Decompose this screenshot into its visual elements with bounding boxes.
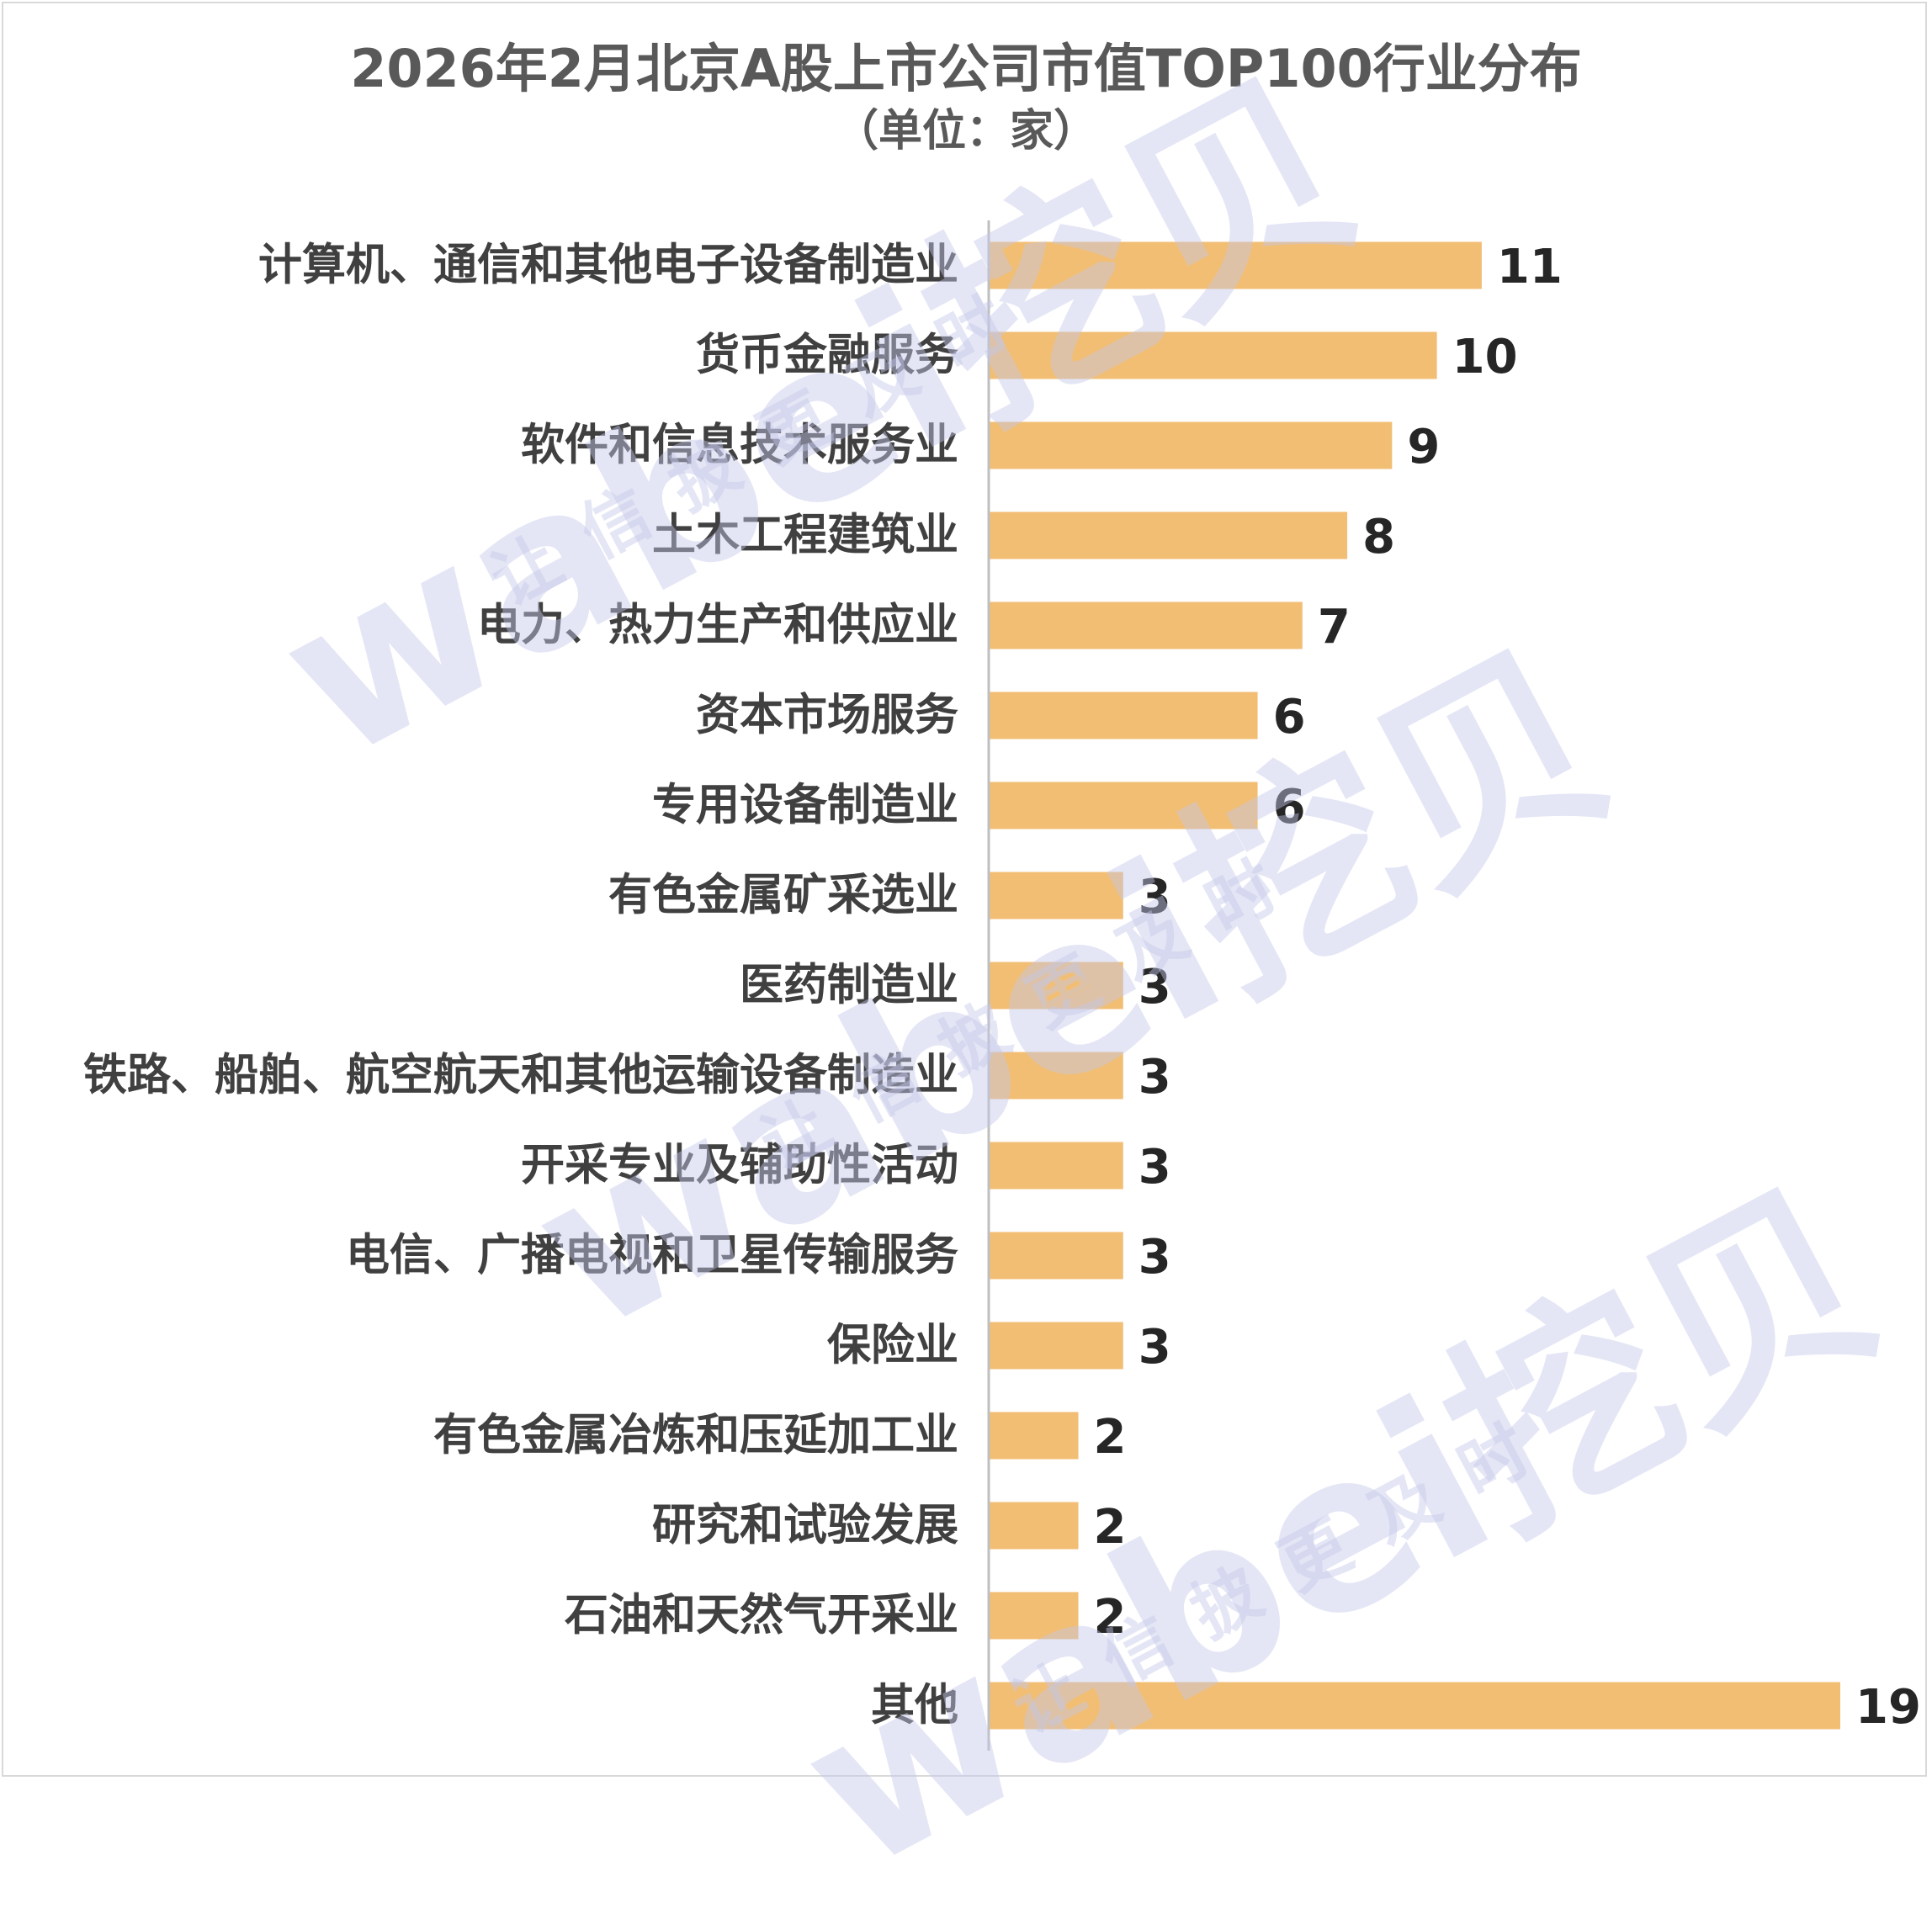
data-label: 3	[1138, 960, 1171, 1015]
bar	[989, 1142, 1123, 1190]
bar	[989, 782, 1258, 829]
category-label: 其他	[871, 1681, 958, 1731]
category-label: 计算机、通信和其他电子设备制造业	[258, 241, 958, 291]
bar	[989, 1412, 1079, 1460]
data-label: 3	[1138, 870, 1171, 925]
category-label: 有色金属矿采选业	[608, 871, 958, 921]
bars-group: 计算机、通信和其他电子设备制造业 11 货币金融服务 10 软件和信息技术服务业 9 土木工…	[83, 240, 1921, 1735]
data-label: 3	[1138, 1230, 1171, 1285]
data-label: 11	[1497, 240, 1563, 294]
category-label: 保险业	[827, 1321, 958, 1371]
data-label: 10	[1452, 330, 1518, 384]
category-label: 医药制造业	[740, 961, 958, 1011]
category-label: 铁路、船舶、航空航天和其他运输设备制造业	[83, 1051, 958, 1101]
bar	[989, 1682, 1840, 1730]
bar	[989, 872, 1123, 919]
bar	[989, 511, 1348, 559]
category-label: 研究和试验发展	[652, 1501, 958, 1551]
category-label: 开采专业及辅助性活动	[521, 1141, 958, 1191]
bar	[989, 331, 1437, 379]
data-label: 7	[1318, 600, 1351, 654]
data-label: 19	[1855, 1680, 1921, 1735]
chart-title: 2026年2月北京A股上市公司市值TOP100行业分布	[350, 38, 1582, 99]
category-label: 专用设备制造业	[652, 781, 958, 831]
category-label: 货币金融服务	[696, 331, 958, 381]
category-label: 土木工程建筑业	[652, 511, 958, 561]
bar	[989, 692, 1258, 739]
data-label: 3	[1138, 1050, 1171, 1105]
data-label: 3	[1138, 1320, 1171, 1375]
bar	[989, 601, 1303, 649]
bar	[989, 1232, 1123, 1280]
category-label: 资本市场服务	[696, 691, 958, 741]
category-label: 有色金属冶炼和压延加工业	[433, 1411, 958, 1461]
chart-frame	[2, 2, 1927, 1777]
data-label: 2	[1094, 1500, 1127, 1555]
category-label: 电力、热力生产和供应业	[477, 601, 958, 651]
bar	[989, 241, 1482, 289]
bar	[989, 1502, 1079, 1550]
bar	[989, 1052, 1123, 1100]
bar	[989, 421, 1393, 469]
bar	[989, 1592, 1079, 1640]
bar	[989, 1322, 1123, 1370]
data-label: 2	[1094, 1410, 1127, 1465]
data-label: 9	[1407, 420, 1440, 474]
category-label: 软件和信息技术服务业	[521, 421, 958, 471]
bar	[989, 962, 1123, 1010]
data-label: 8	[1362, 510, 1395, 564]
data-label: 2	[1094, 1590, 1127, 1645]
bar-chart: 计算机、通信和其他电子设备制造业 11 货币金融服务 10 软件和信息技术服务业 9 土木工…	[83, 220, 1921, 1751]
data-label: 6	[1273, 780, 1306, 835]
category-label: 电信、广播电视和卫星传输服务	[346, 1231, 958, 1281]
data-label: 6	[1273, 690, 1306, 745]
data-label: 3	[1138, 1140, 1171, 1195]
category-label: 石油和天然气开采业	[565, 1591, 958, 1641]
chart-subtitle: （单位：家）	[834, 106, 1097, 156]
